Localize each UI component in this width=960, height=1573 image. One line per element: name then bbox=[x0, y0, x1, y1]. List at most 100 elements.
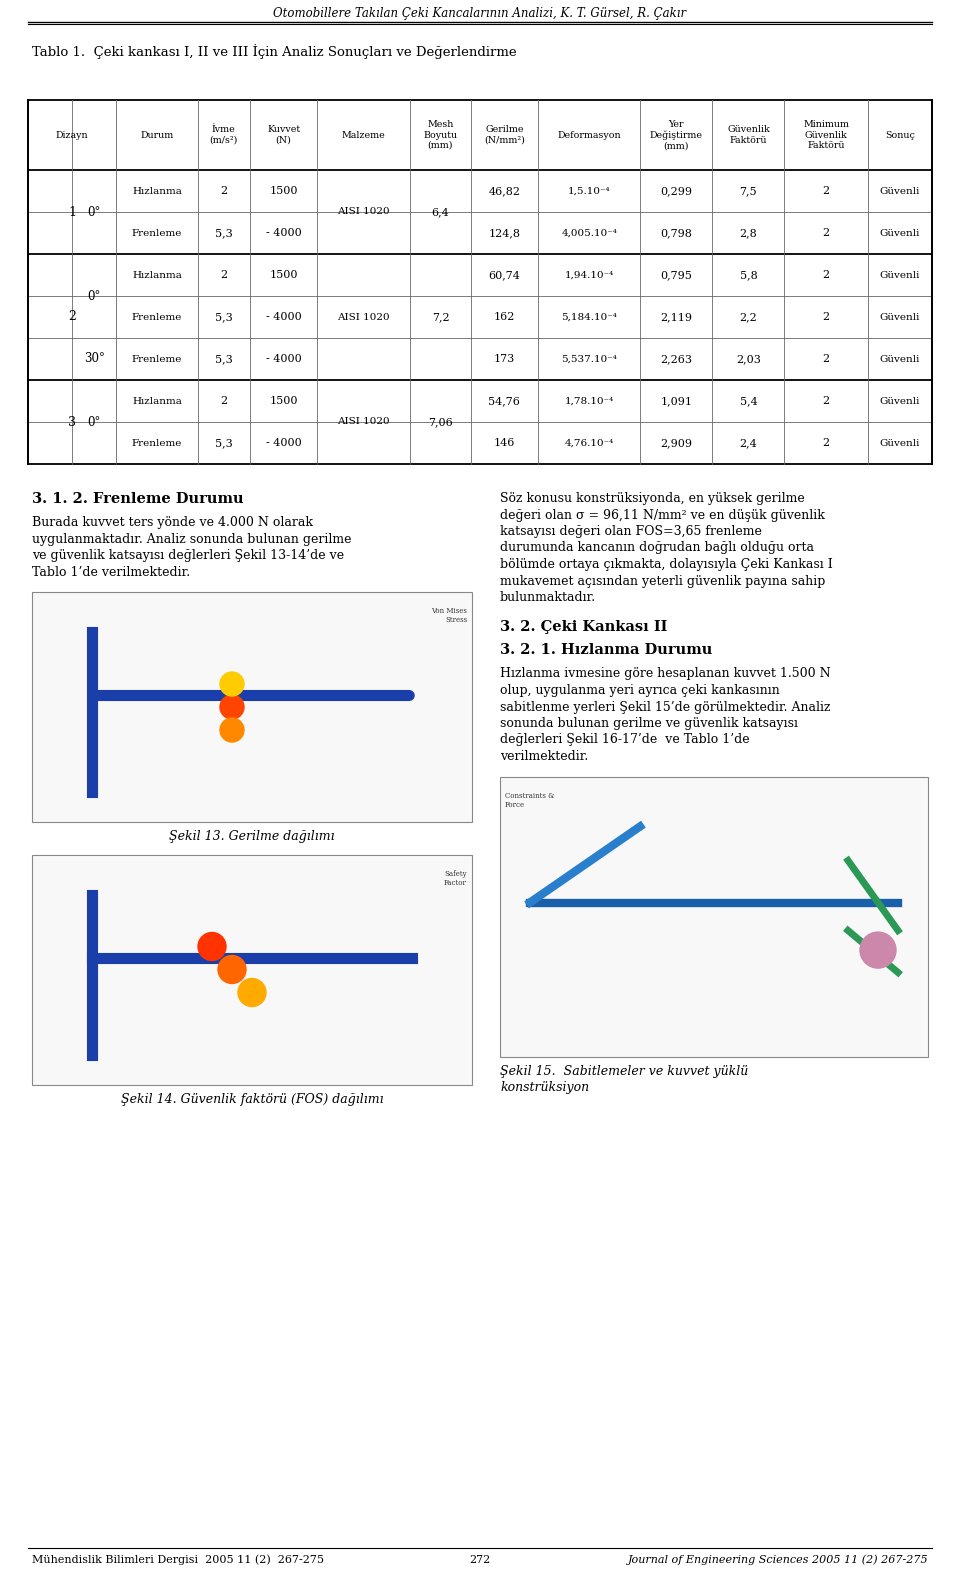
Text: Durum: Durum bbox=[140, 131, 174, 140]
Text: 0°: 0° bbox=[87, 206, 101, 219]
Text: Güvenli: Güvenli bbox=[880, 313, 921, 321]
Text: Constraints &
Force: Constraints & Force bbox=[505, 791, 554, 809]
Text: konstrüksiyon: konstrüksiyon bbox=[500, 1081, 589, 1093]
Text: Frenleme: Frenleme bbox=[132, 313, 182, 321]
Text: 4,76.10⁻⁴: 4,76.10⁻⁴ bbox=[564, 439, 613, 447]
Text: 2: 2 bbox=[823, 437, 829, 448]
Text: - 4000: - 4000 bbox=[266, 437, 301, 448]
Text: 272: 272 bbox=[469, 1556, 491, 1565]
Text: Güvenlik
Faktörü: Güvenlik Faktörü bbox=[727, 126, 770, 145]
Text: 2: 2 bbox=[220, 396, 228, 406]
Text: AISI 1020: AISI 1020 bbox=[338, 208, 390, 217]
Text: 3. 2. Çeki Kankası II: 3. 2. Çeki Kankası II bbox=[500, 620, 667, 634]
Text: 1,78.10⁻⁴: 1,78.10⁻⁴ bbox=[564, 396, 613, 406]
Text: 60,74: 60,74 bbox=[489, 271, 520, 280]
Text: 2,119: 2,119 bbox=[660, 311, 692, 322]
Text: 162: 162 bbox=[493, 311, 516, 322]
Text: 124,8: 124,8 bbox=[489, 228, 520, 238]
Text: 5,3: 5,3 bbox=[215, 437, 232, 448]
Text: Gerilme
(N/mm²): Gerilme (N/mm²) bbox=[484, 126, 525, 145]
Text: Von Mises
Stress: Von Mises Stress bbox=[431, 607, 467, 624]
Text: 2,263: 2,263 bbox=[660, 354, 692, 363]
Text: 3. 1. 2. Frenleme Durumu: 3. 1. 2. Frenleme Durumu bbox=[32, 492, 244, 507]
Text: 1,091: 1,091 bbox=[660, 396, 692, 406]
Text: Hızlanma: Hızlanma bbox=[132, 187, 181, 195]
Text: 1,94.10⁻⁴: 1,94.10⁻⁴ bbox=[564, 271, 613, 280]
Text: sabitlenme yerleri Şekil 15’de görülmektedir. Analiz: sabitlenme yerleri Şekil 15’de görülmekt… bbox=[500, 700, 830, 714]
Text: sonunda bulunan gerilme ve güvenlik katsayısı: sonunda bulunan gerilme ve güvenlik kats… bbox=[500, 717, 798, 730]
Text: 5,537.10⁻⁴: 5,537.10⁻⁴ bbox=[562, 354, 617, 363]
Circle shape bbox=[238, 978, 266, 1007]
Text: Güvenli: Güvenli bbox=[880, 396, 921, 406]
Text: 54,76: 54,76 bbox=[489, 396, 520, 406]
Text: 4,005.10⁻⁴: 4,005.10⁻⁴ bbox=[562, 228, 617, 238]
Text: - 4000: - 4000 bbox=[266, 228, 301, 238]
Text: Mesh
Boyutu
(mm): Mesh Boyutu (mm) bbox=[423, 120, 458, 149]
Text: 0,795: 0,795 bbox=[660, 271, 692, 280]
Circle shape bbox=[220, 695, 244, 719]
Text: Kuvvet
(N): Kuvvet (N) bbox=[267, 126, 300, 145]
Text: 5,184.10⁻⁴: 5,184.10⁻⁴ bbox=[562, 313, 617, 321]
Text: AISI 1020: AISI 1020 bbox=[338, 313, 390, 321]
Text: Dizayn: Dizayn bbox=[56, 131, 88, 140]
Text: 7,5: 7,5 bbox=[739, 186, 757, 197]
Text: verilmektedir.: verilmektedir. bbox=[500, 750, 588, 763]
Text: Güvenli: Güvenli bbox=[880, 187, 921, 195]
Text: Sonuç: Sonuç bbox=[885, 131, 915, 140]
Text: 0,798: 0,798 bbox=[660, 228, 692, 238]
Text: 2,8: 2,8 bbox=[739, 228, 757, 238]
Text: 1500: 1500 bbox=[270, 271, 298, 280]
Bar bbox=[500, 777, 928, 1057]
Text: 146: 146 bbox=[493, 437, 516, 448]
Circle shape bbox=[218, 955, 246, 983]
Text: 3: 3 bbox=[68, 415, 76, 428]
Text: Minimum
Güvenlik
Faktörü: Minimum Güvenlik Faktörü bbox=[804, 120, 850, 149]
Text: bulunmaktadır.: bulunmaktadır. bbox=[500, 591, 596, 604]
Text: 2: 2 bbox=[823, 186, 829, 197]
Text: 2: 2 bbox=[823, 396, 829, 406]
Text: uygulanmaktadır. Analiz sonunda bulunan gerilme: uygulanmaktadır. Analiz sonunda bulunan … bbox=[32, 533, 351, 546]
Text: 2: 2 bbox=[823, 271, 829, 280]
Text: Otomobillere Takılan Çeki Kancalarının Analizi, K. T. Gürsel, R. Çakır: Otomobillere Takılan Çeki Kancalarının A… bbox=[274, 6, 686, 19]
Text: Güvenli: Güvenli bbox=[880, 439, 921, 447]
Text: değlerleri Şekil 16-17’de  ve Tablo 1’de: değlerleri Şekil 16-17’de ve Tablo 1’de bbox=[500, 733, 750, 747]
Circle shape bbox=[860, 933, 896, 967]
Text: 1500: 1500 bbox=[270, 186, 298, 197]
Text: mukavemet açısından yeterli güvenlik payına sahip: mukavemet açısından yeterli güvenlik pay… bbox=[500, 574, 826, 587]
Text: - 4000: - 4000 bbox=[266, 311, 301, 322]
Text: 2: 2 bbox=[823, 228, 829, 238]
Text: 3. 2. 1. Hızlanma Durumu: 3. 2. 1. Hızlanma Durumu bbox=[500, 643, 712, 658]
Text: Deformasyon: Deformasyon bbox=[558, 131, 621, 140]
Text: Güvenli: Güvenli bbox=[880, 354, 921, 363]
Text: Güvenli: Güvenli bbox=[880, 271, 921, 280]
Text: 0°: 0° bbox=[87, 415, 101, 428]
Circle shape bbox=[220, 717, 244, 742]
Text: 1: 1 bbox=[68, 206, 76, 219]
Text: Yer
Değiştirme
(mm): Yer Değiştirme (mm) bbox=[650, 120, 703, 149]
Text: AISI 1020: AISI 1020 bbox=[338, 417, 390, 426]
Text: Hızlanma ivmesine göre hesaplanan kuvvet 1.500 N: Hızlanma ivmesine göre hesaplanan kuvvet… bbox=[500, 667, 830, 681]
Text: Frenleme: Frenleme bbox=[132, 439, 182, 447]
Text: Şekil 15.  Sabitlemeler ve kuvvet yüklü: Şekil 15. Sabitlemeler ve kuvvet yüklü bbox=[500, 1065, 748, 1078]
Text: 7,2: 7,2 bbox=[432, 311, 449, 322]
Text: 2: 2 bbox=[220, 271, 228, 280]
Text: Burada kuvvet ters yönde ve 4.000 N olarak: Burada kuvvet ters yönde ve 4.000 N olar… bbox=[32, 516, 313, 529]
Text: Malzeme: Malzeme bbox=[342, 131, 386, 140]
Text: 5,3: 5,3 bbox=[215, 311, 232, 322]
Text: 2: 2 bbox=[823, 354, 829, 363]
Text: 2: 2 bbox=[823, 311, 829, 322]
Text: - 4000: - 4000 bbox=[266, 354, 301, 363]
Text: Hızlanma: Hızlanma bbox=[132, 271, 181, 280]
Circle shape bbox=[198, 933, 226, 961]
Text: Şekil 13. Gerilme dağılımı: Şekil 13. Gerilme dağılımı bbox=[169, 831, 335, 843]
Text: 1500: 1500 bbox=[270, 396, 298, 406]
Text: 2,03: 2,03 bbox=[736, 354, 761, 363]
Text: Frenleme: Frenleme bbox=[132, 354, 182, 363]
Text: 30°: 30° bbox=[84, 352, 105, 365]
Text: 2,909: 2,909 bbox=[660, 437, 692, 448]
Text: Şekil 14. Güvenlik faktörü (FOS) dağılımı: Şekil 14. Güvenlik faktörü (FOS) dağılım… bbox=[121, 1093, 383, 1106]
Text: 7,06: 7,06 bbox=[428, 417, 453, 426]
Text: olup, uygulanma yeri ayrıca çeki kankasının: olup, uygulanma yeri ayrıca çeki kankası… bbox=[500, 684, 780, 697]
Bar bbox=[32, 591, 472, 823]
Text: 6,4: 6,4 bbox=[432, 208, 449, 217]
